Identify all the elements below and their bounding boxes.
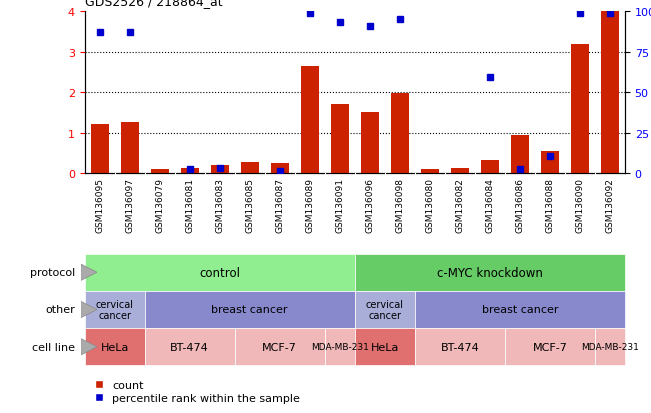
Bar (235, 328, 325, 366)
Text: GSM136096: GSM136096 (365, 178, 374, 232)
Text: cervical
cancer: cervical cancer (96, 299, 133, 320)
Bar (355, 328, 415, 366)
Text: protocol: protocol (29, 268, 75, 278)
Bar (601, 12, 619, 173)
Text: other: other (45, 305, 75, 315)
Text: GSM136091: GSM136091 (335, 178, 344, 232)
Bar (481, 161, 499, 173)
Text: GSM136092: GSM136092 (605, 178, 615, 232)
Polygon shape (81, 301, 97, 318)
Bar (595, 328, 625, 366)
Text: GSM136086: GSM136086 (516, 178, 525, 232)
Bar (391, 94, 409, 173)
Bar (571, 45, 589, 173)
Text: GSM136087: GSM136087 (275, 178, 284, 232)
Text: GSM136088: GSM136088 (546, 178, 555, 232)
Bar (355, 254, 625, 291)
Bar (145, 328, 235, 366)
Polygon shape (81, 339, 97, 355)
Bar (415, 328, 505, 366)
Text: GSM136098: GSM136098 (395, 178, 404, 232)
Bar (211, 166, 229, 173)
Text: GSM136097: GSM136097 (125, 178, 134, 232)
Bar (85, 254, 355, 291)
Bar (505, 328, 595, 366)
Bar (415, 291, 625, 328)
Text: MDA-MB-231: MDA-MB-231 (581, 342, 639, 351)
Text: GSM136085: GSM136085 (245, 178, 255, 232)
Text: GSM136084: GSM136084 (486, 178, 494, 232)
Text: MDA-MB-231: MDA-MB-231 (311, 342, 368, 351)
Bar (451, 169, 469, 173)
Bar (421, 169, 439, 173)
Text: GSM136079: GSM136079 (155, 178, 164, 232)
Text: GSM136083: GSM136083 (215, 178, 224, 232)
Legend: count, percentile rank within the sample: count, percentile rank within the sample (90, 375, 305, 408)
Text: GSM136082: GSM136082 (455, 178, 464, 232)
Text: GSM136081: GSM136081 (185, 178, 194, 232)
Text: GSM136089: GSM136089 (305, 178, 314, 232)
Bar (150, 169, 169, 173)
Text: c-MYC knockdown: c-MYC knockdown (437, 266, 543, 279)
Text: BT-474: BT-474 (441, 342, 479, 352)
Text: breast cancer: breast cancer (482, 305, 558, 315)
Text: HeLa: HeLa (370, 342, 399, 352)
Bar (511, 135, 529, 173)
Text: GSM136090: GSM136090 (575, 178, 585, 232)
Bar (361, 113, 379, 173)
Bar (181, 169, 199, 173)
Bar (241, 163, 258, 173)
Bar (90, 124, 109, 173)
Text: MCF-7: MCF-7 (262, 342, 298, 352)
Text: cell line: cell line (32, 342, 75, 352)
Bar (301, 67, 319, 173)
Bar (325, 328, 355, 366)
Text: control: control (199, 266, 240, 279)
Bar (85, 291, 145, 328)
Polygon shape (81, 264, 97, 281)
Bar (541, 151, 559, 173)
Text: GSM136095: GSM136095 (95, 178, 104, 232)
Bar (271, 164, 289, 173)
Text: cervical
cancer: cervical cancer (366, 299, 404, 320)
Bar (120, 122, 139, 173)
Text: breast cancer: breast cancer (212, 305, 288, 315)
Bar (331, 105, 349, 173)
Text: GDS2526 / 218864_at: GDS2526 / 218864_at (85, 0, 222, 8)
Text: MCF-7: MCF-7 (533, 342, 568, 352)
Text: HeLa: HeLa (100, 342, 129, 352)
Text: GSM136080: GSM136080 (425, 178, 434, 232)
Text: BT-474: BT-474 (171, 342, 209, 352)
Bar (145, 291, 355, 328)
Bar (355, 291, 415, 328)
Bar (85, 328, 145, 366)
